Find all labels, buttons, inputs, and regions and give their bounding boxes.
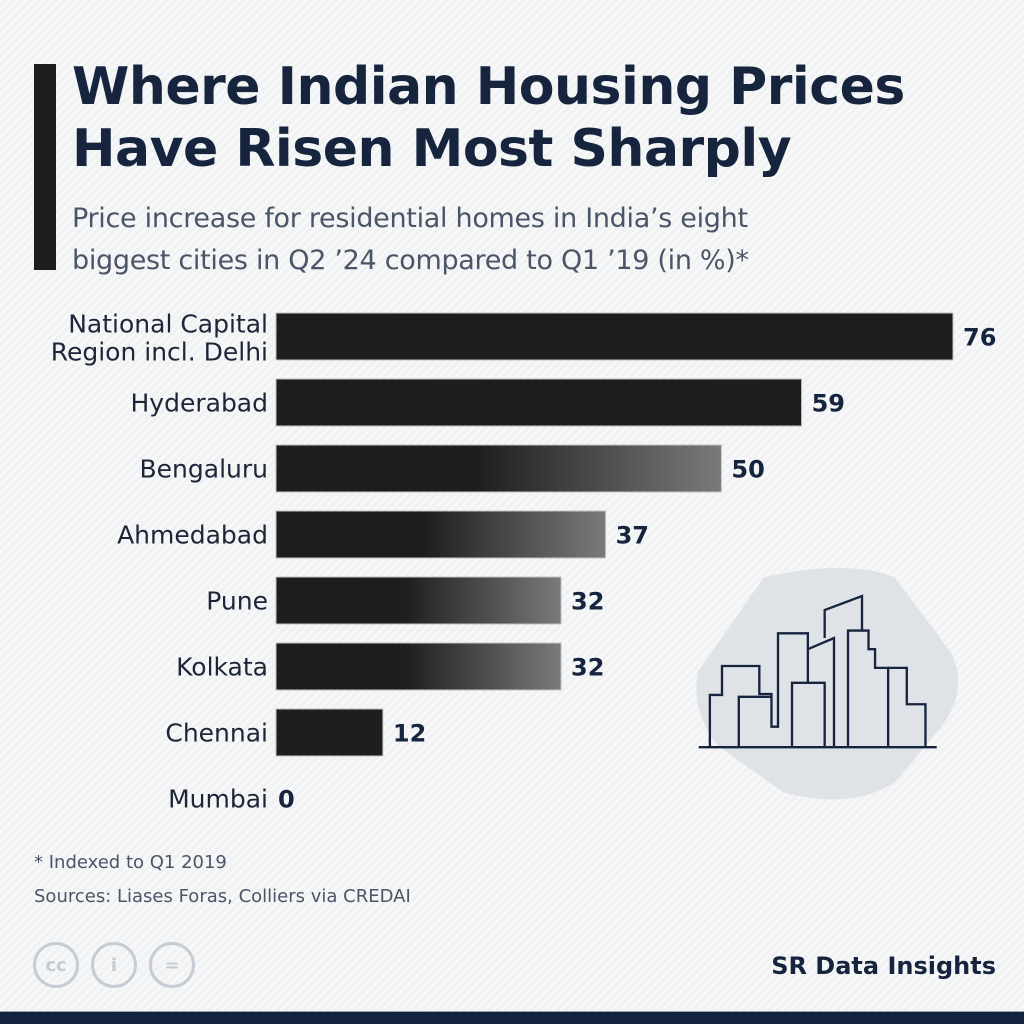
subtitle-line-1: Price increase for residential homes in … — [72, 203, 748, 234]
value-label: 59 — [812, 390, 845, 418]
sources: Sources: Liases Foras, Colliers via CRED… — [34, 886, 411, 907]
bar-bengaluru — [275, 444, 722, 493]
footnote: * Indexed to Q1 2019 — [34, 852, 227, 873]
footer-band — [0, 1011, 1024, 1024]
value-label: 50 — [731, 456, 764, 484]
value-label: 32 — [571, 588, 604, 616]
category-label: Hyderabad — [131, 389, 269, 418]
value-label: 0 — [278, 786, 295, 814]
bar-national-capital-region-incl-delhi — [275, 312, 954, 361]
value-label: 76 — [963, 324, 996, 352]
bar-chennai — [275, 708, 384, 757]
category-label: Ahmedabad — [117, 521, 268, 550]
city-skyline-icon — [696, 568, 959, 800]
value-label: 37 — [616, 522, 649, 550]
bar-hyderabad — [275, 378, 803, 427]
title-line-1: Where Indian Housing Prices — [72, 57, 905, 117]
chart-title: Where Indian Housing Prices Have Risen M… — [72, 56, 1012, 180]
category-label: Bengaluru — [140, 455, 268, 484]
value-label: 12 — [393, 720, 426, 748]
cc-icon[interactable]: cc — [33, 942, 79, 988]
brand-logo[interactable]: SR Data Insights — [771, 952, 996, 980]
bar-chart: National Capital Region incl. Delhi 76 Hyde… — [51, 310, 997, 814]
category-label: Pune — [206, 587, 268, 616]
no-derivatives-icon[interactable]: = — [149, 942, 195, 988]
license-icons: cc i = — [33, 942, 195, 988]
attribution-icon[interactable]: i — [91, 942, 137, 988]
title-line-2: Have Risen Most Sharply — [72, 119, 792, 179]
chart-subtitle: Price increase for residential homes in … — [72, 198, 972, 282]
category-label: National Capital Region incl. Delhi — [51, 310, 268, 367]
category-label: Chennai — [165, 719, 268, 748]
bar-ahmedabad — [275, 510, 607, 559]
title-accent-bar — [34, 64, 56, 270]
bar-pune — [275, 576, 562, 625]
bar-kolkata — [275, 642, 562, 691]
subtitle-line-2: biggest cities in Q2 ’24 compared to Q1 … — [72, 245, 749, 276]
value-label: 32 — [571, 654, 604, 682]
category-label: Mumbai — [168, 785, 268, 814]
category-label: Kolkata — [176, 653, 268, 682]
